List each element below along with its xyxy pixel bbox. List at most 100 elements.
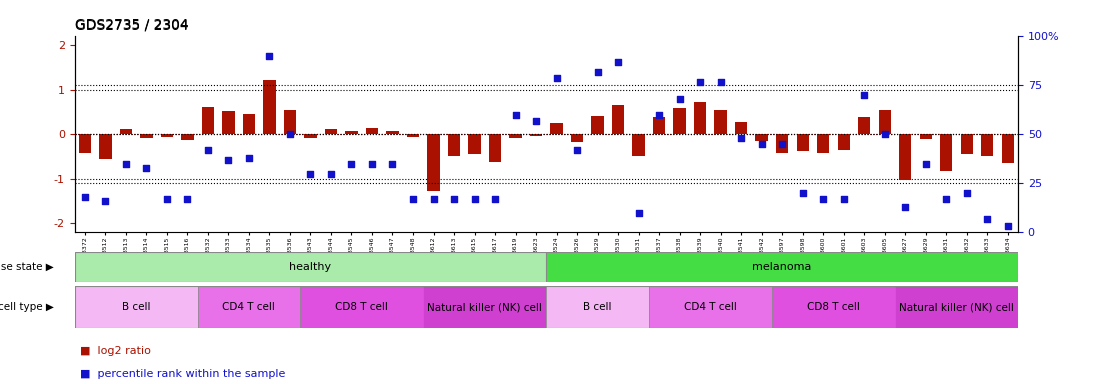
Bar [591,116,603,134]
Bar [386,131,398,134]
Bar [900,134,912,180]
Bar [961,134,973,154]
Bar [263,80,275,134]
Text: CD4 T cell: CD4 T cell [683,302,737,312]
Point [342,161,360,167]
Point [896,204,914,210]
Bar [75,286,197,328]
Point [568,147,586,153]
Point [466,196,484,202]
Bar [407,134,419,137]
Point [528,118,545,124]
Bar [653,118,665,134]
Text: CD4 T cell: CD4 T cell [223,302,275,312]
Point [651,112,668,118]
Point [712,78,730,84]
Point [158,196,176,202]
Text: cell type ▶: cell type ▶ [0,302,54,312]
Point [384,161,402,167]
Bar [365,128,378,134]
Text: CD8 T cell: CD8 T cell [336,302,388,312]
Bar [633,134,645,156]
Text: melanoma: melanoma [753,262,812,272]
Bar [489,134,501,162]
Point [753,141,770,147]
Bar [756,134,768,141]
Bar [448,134,460,156]
Bar [161,134,173,137]
Point [302,170,319,177]
Point [404,196,421,202]
Bar [181,134,193,140]
Bar [551,123,563,134]
Bar [304,134,317,138]
Bar [99,134,112,159]
Bar [648,286,772,328]
Bar [735,122,747,134]
Bar [468,134,480,154]
Bar [772,286,895,328]
Point [547,74,565,81]
Point [630,210,647,216]
Bar [530,134,542,136]
Point [507,112,524,118]
Bar [940,134,952,171]
Point [979,215,996,222]
Bar [546,252,1018,282]
Point [425,196,442,202]
Bar [120,129,132,134]
Point [486,196,504,202]
Point [97,198,114,204]
Point [999,223,1017,230]
Point [445,196,463,202]
Text: B cell: B cell [584,302,612,312]
Point [835,196,852,202]
Bar [546,286,648,328]
Point [589,69,607,75]
Bar [837,134,850,150]
Bar [202,107,214,134]
Text: CD8 T cell: CD8 T cell [807,302,860,312]
Bar [346,131,358,134]
Bar [714,110,727,134]
Text: Natural killer (NK) cell: Natural killer (NK) cell [900,302,1014,312]
Bar [919,134,931,139]
Bar [428,134,440,191]
Point [609,59,626,65]
Bar [75,252,546,282]
Text: GDS2735 / 2304: GDS2735 / 2304 [75,17,189,31]
Bar [694,103,706,134]
Bar [284,110,296,134]
Point [261,53,279,59]
Point [219,157,237,163]
Bar [858,117,870,134]
Point [200,147,217,153]
Point [856,92,873,98]
Point [240,155,258,161]
Bar [776,134,789,153]
Point [76,194,93,200]
Bar [423,286,546,328]
Point [117,161,135,167]
Text: ■  percentile rank within the sample: ■ percentile rank within the sample [80,369,285,379]
Point [794,190,812,196]
Bar [674,108,686,134]
Text: GDS2735 / 2304: GDS2735 / 2304 [75,19,189,33]
Bar [242,114,256,134]
Bar [895,286,1018,328]
Bar [981,134,994,156]
Point [323,170,340,177]
Bar [1002,134,1014,163]
Bar [570,134,584,142]
Text: healthy: healthy [290,262,331,272]
Text: Natural killer (NK) cell: Natural killer (NK) cell [428,302,542,312]
Bar [79,134,91,153]
Bar [140,134,152,138]
Text: disease state ▶: disease state ▶ [0,262,54,272]
Point [137,165,155,171]
Point [958,190,975,196]
Point [179,196,196,202]
Bar [796,134,808,151]
Point [281,131,298,137]
Bar [197,286,301,328]
